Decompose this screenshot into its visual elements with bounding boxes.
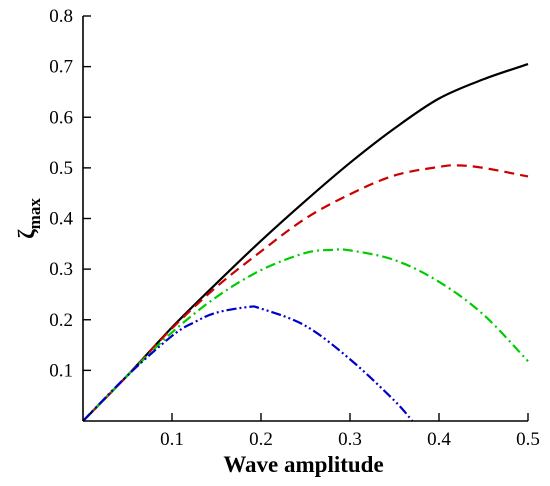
- series-line-solid: [82, 63, 529, 422]
- y-tick-label: 0.7: [49, 57, 73, 78]
- y-axis-title: ζmax: [14, 198, 44, 239]
- x-tick-label: 0.5: [516, 429, 540, 450]
- y-tick-label: 0.6: [49, 107, 73, 128]
- series-line-dashdotdot: [82, 305, 414, 422]
- x-tick-label: 0.2: [249, 429, 273, 450]
- y-tick-label: 0.8: [49, 6, 73, 27]
- y-axis-title-subscript: max: [25, 198, 44, 230]
- y-tick-label: 0.1: [49, 360, 73, 381]
- y-tick-label: 0.2: [49, 310, 73, 331]
- ticks-layer: 0.1 0.2 0.3 0.4 0.5 0.1 0.2 0.3 0.4 0.5 0.6 0.7 0.8: [49, 6, 540, 450]
- series-line-dashed: [82, 164, 529, 422]
- x-tick-label: 0.4: [427, 429, 451, 450]
- x-tick-label: 0.1: [160, 429, 184, 450]
- x-axis-title: Wave amplitude: [223, 452, 383, 477]
- y-tick-label: 0.4: [49, 209, 73, 230]
- y-axis-title-symbol: ζ: [14, 229, 39, 239]
- series-line-dashdot: [82, 248, 529, 422]
- y-tick-label: 0.5: [49, 158, 73, 179]
- series-layer: [82, 63, 529, 422]
- y-tick-label: 0.3: [49, 259, 73, 280]
- x-tick-label: 0.3: [338, 429, 362, 450]
